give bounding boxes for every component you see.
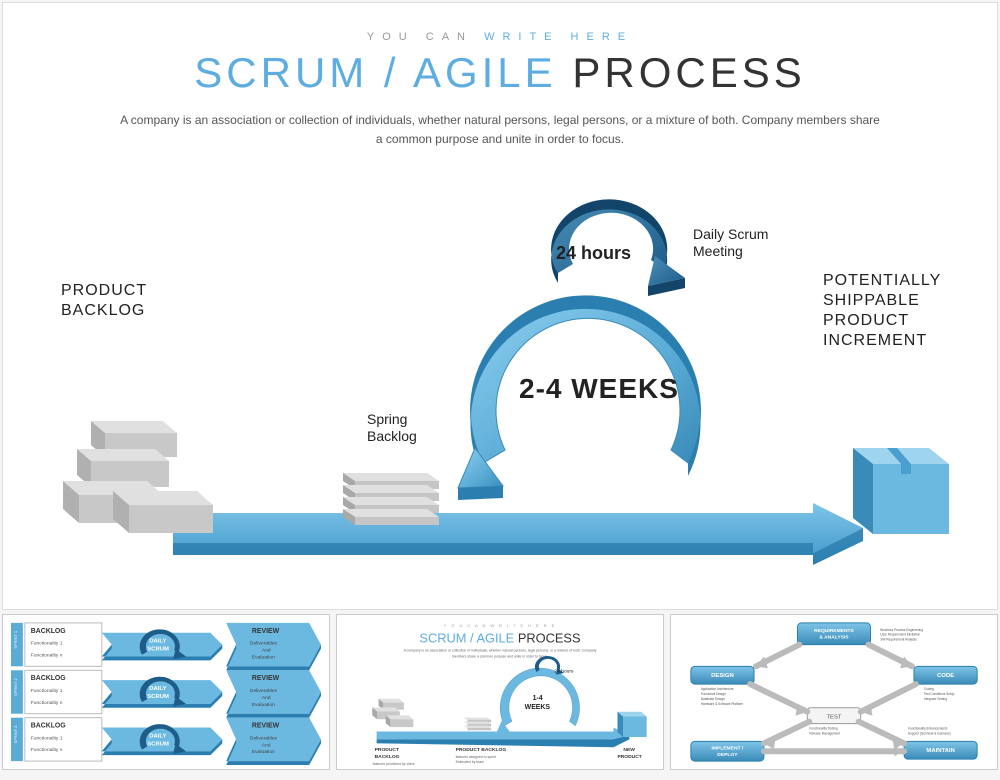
sprint-backlog-label: Spring Backlog [367, 411, 417, 445]
svg-text:1-4: 1-4 [533, 695, 543, 702]
weeks-label: 2-4 WEEKS [519, 373, 679, 405]
svg-text:Functionality Testing: Functionality Testing [809, 727, 838, 731]
svg-text:features prioritized by client: features prioritized by client [373, 762, 415, 766]
svg-text:members share a common purpose: members share a common purpose and unite… [452, 654, 548, 658]
thumbnail-3[interactable]: REQUIREMENTS & ANALYSIS Business Process… [670, 614, 998, 770]
thumbnail-1[interactable]: BACKLOG Functionality 1 Functionality n … [2, 614, 330, 770]
svg-text:CODE: CODE [937, 673, 954, 679]
svg-text:24 hours: 24 hours [554, 668, 574, 674]
svg-text:SCRUM / AGILE PROCESS: SCRUM / AGILE PROCESS [419, 631, 580, 646]
title-accent: SCRUM / AGILE [194, 49, 556, 96]
svg-text:Test Conditions Setup: Test Conditions Setup [924, 692, 955, 696]
svg-text:Hardware & Software Platform: Hardware & Software Platform [701, 702, 744, 706]
title-dark: PROCESS [572, 49, 805, 96]
svg-text:Database Design: Database Design [701, 697, 725, 701]
thumb1-svg: BACKLOG Functionality 1 Functionality n … [3, 615, 329, 769]
svg-text:User Requirement Elicitation: User Requirement Elicitation [880, 633, 920, 637]
svg-text:PRODUCT BACKLOG: PRODUCT BACKLOG [456, 747, 507, 753]
svg-text:PRODUCT: PRODUCT [617, 754, 641, 760]
thumb2-svg: Y O U C A N W R I T E H E R E SCRUM / AG… [337, 615, 663, 769]
increment-label: POTENTIALLY SHIPPABLE PRODUCT INCREMENT [823, 271, 941, 351]
pretitle-accent: WRITE HERE [484, 31, 633, 43]
hours-label: 24 hours [556, 243, 631, 264]
svg-text:Functionality 1: Functionality 1 [31, 641, 63, 647]
svg-text:TEST: TEST [826, 715, 841, 721]
svg-text:Support (technical & business): Support (technical & business) [908, 731, 951, 735]
svg-text:Integrant Testing: Integrant Testing [924, 697, 947, 701]
flow-svg [3, 193, 999, 603]
thumb3-svg: REQUIREMENTS & ANALYSIS Business Process… [671, 615, 997, 769]
svg-text:Estimated by team: Estimated by team [456, 760, 485, 764]
svg-text:Functionality n: Functionality n [31, 652, 63, 658]
svg-text:features assigned to sprint: features assigned to sprint [456, 755, 496, 759]
product-backlog-label: PRODUCT BACKLOG [61, 281, 147, 321]
svg-text:SPRINT 2: SPRINT 2 [13, 678, 18, 696]
daily-scrum-label: Daily Scrum Meeting [693, 226, 768, 260]
svg-text:Functional Design: Functional Design [701, 692, 726, 696]
pretitle-plain: YOU CAN [367, 31, 473, 43]
svg-text:Y O U C A N W R I T E H: Y O U C A N W R I T E H E R E [444, 623, 556, 628]
svg-text:PRODUCT: PRODUCT [375, 747, 399, 753]
svg-text:And: And [262, 648, 271, 654]
svg-text:BACKLOG: BACKLOG [375, 754, 400, 760]
svg-text:Evaluation: Evaluation [252, 654, 275, 660]
svg-text:Application Architecture: Application Architecture [701, 687, 734, 691]
svg-text:IMPLEMENT /: IMPLEMENT / [712, 745, 744, 751]
svg-text:BACKLOG: BACKLOG [31, 628, 66, 635]
thumbnail-strip: BACKLOG Functionality 1 Functionality n … [2, 614, 998, 770]
svg-text:WEEKS: WEEKS [525, 704, 551, 711]
svg-text:Functionality Enhancements: Functionality Enhancements [908, 727, 948, 731]
svg-text:SCRUM: SCRUM [147, 647, 169, 653]
pretitle: YOU CAN WRITE HERE [3, 3, 997, 43]
svg-text:Release Management: Release Management [809, 731, 840, 735]
svg-text:MAINTAIN: MAINTAIN [926, 748, 954, 754]
svg-text:A company is an association or: A company is an association or collectio… [404, 649, 597, 653]
scrum-diagram: PRODUCT BACKLOG Spring Backlog 24 hours … [3, 193, 997, 603]
svg-text:DEPLOY: DEPLOY [717, 752, 738, 758]
svg-text:NEW: NEW [623, 747, 635, 753]
main-slide: YOU CAN WRITE HERE SCRUM / AGILE PROCESS… [2, 2, 998, 610]
slide-description: A company is an association or collectio… [120, 111, 880, 149]
svg-text:Deliverables: Deliverables [250, 641, 278, 647]
svg-text:& ANALYSIS: & ANALYSIS [819, 635, 849, 641]
thumbnail-2[interactable]: Y O U C A N W R I T E H E R E SCRUM / AG… [336, 614, 664, 770]
svg-text:DESIGN: DESIGN [711, 673, 734, 679]
svg-text:Business Process Engineering: Business Process Engineering [880, 628, 923, 632]
slide-title: SCRUM / AGILE PROCESS [3, 49, 997, 97]
svg-text:REVIEW: REVIEW [252, 628, 280, 635]
svg-text:SPRINT 3: SPRINT 3 [13, 725, 18, 743]
svg-text:REQUIREMENTS: REQUIREMENTS [814, 628, 854, 634]
svg-text:DAILY: DAILY [149, 639, 166, 645]
svg-text:Coding: Coding [924, 687, 934, 691]
svg-text:SW Requirement Analysis: SW Requirement Analysis [880, 638, 917, 642]
svg-text:SPRINT 1: SPRINT 1 [13, 631, 18, 649]
